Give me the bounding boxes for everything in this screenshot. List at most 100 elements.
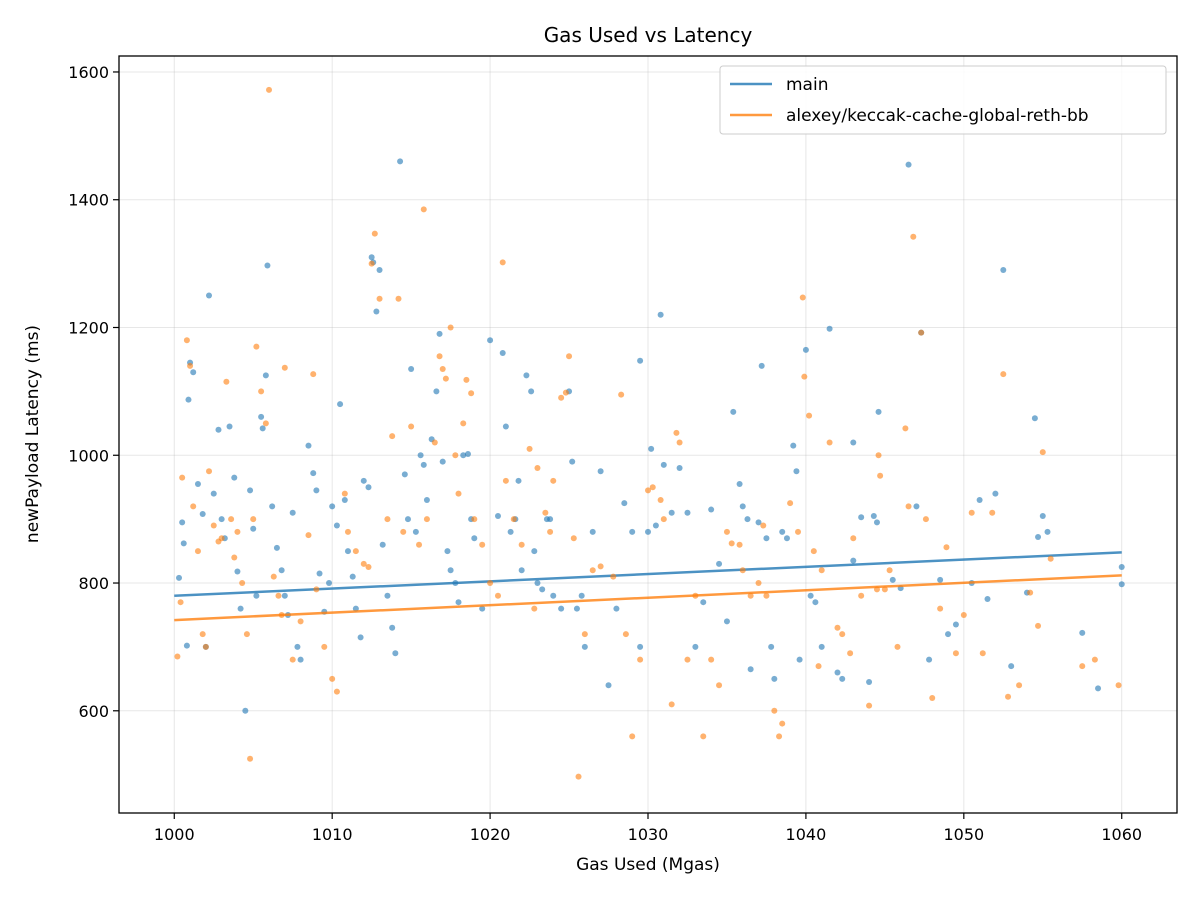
data-point <box>258 413 265 420</box>
data-point <box>365 484 372 491</box>
data-point <box>708 656 715 663</box>
data-point <box>1000 267 1007 274</box>
data-point <box>384 592 391 599</box>
data-point <box>850 557 857 564</box>
data-point <box>389 624 396 631</box>
data-point <box>337 401 344 408</box>
data-point <box>886 567 893 574</box>
data-point <box>645 528 651 535</box>
data-point <box>976 496 983 503</box>
data-point <box>401 471 408 478</box>
data-point <box>629 733 636 740</box>
data-point <box>310 371 317 378</box>
data-point <box>179 519 186 526</box>
data-point <box>637 656 644 663</box>
data-point <box>352 548 359 555</box>
data-point <box>793 468 800 475</box>
data-point <box>269 503 276 510</box>
data-point <box>952 621 959 628</box>
data-point <box>333 688 340 695</box>
data-point <box>502 477 509 484</box>
data-point <box>575 773 582 780</box>
data-point <box>550 592 557 599</box>
data-point <box>979 650 986 657</box>
data-point <box>668 509 675 516</box>
data-point <box>218 516 225 523</box>
trend-line <box>174 551 1122 598</box>
data-point <box>547 528 554 535</box>
data-point <box>799 294 806 301</box>
data-point <box>818 643 825 650</box>
data-point <box>779 528 786 535</box>
data-point <box>376 267 383 274</box>
data-point <box>637 643 644 650</box>
data-point <box>984 595 991 602</box>
data-point <box>464 450 471 457</box>
data-point <box>447 324 454 331</box>
data-point <box>1044 528 1051 535</box>
data-point <box>657 496 664 503</box>
data-point <box>194 481 201 488</box>
data-point <box>534 465 541 472</box>
data-point <box>297 656 304 663</box>
data-point <box>416 541 423 548</box>
data-point <box>926 656 933 663</box>
data-point <box>847 650 854 657</box>
x-tick-label: 1060 <box>1101 825 1142 844</box>
data-point <box>858 592 865 599</box>
data-point <box>270 573 277 580</box>
data-point <box>618 391 625 398</box>
data-point <box>502 423 509 430</box>
data-point <box>264 262 271 269</box>
x-tick-label: 1000 <box>154 825 195 844</box>
data-point <box>275 592 282 599</box>
data-point <box>660 461 667 468</box>
data-point <box>310 470 317 477</box>
data-point <box>237 605 244 612</box>
data-point <box>228 516 235 523</box>
data-point <box>417 452 424 459</box>
data-point <box>447 567 454 574</box>
data-point <box>210 522 217 529</box>
data-point <box>316 570 323 577</box>
data-point <box>929 695 936 702</box>
data-point <box>826 439 833 446</box>
data-point <box>297 618 304 625</box>
data-point <box>341 496 348 503</box>
data-point <box>866 702 873 709</box>
y-tick-label: 1600 <box>68 63 109 82</box>
data-point <box>875 452 882 459</box>
data-point <box>637 357 644 364</box>
x-axis-ticks: 1000 1010 1020 1030 1040 1050 1060 <box>154 813 1142 844</box>
data-point <box>242 707 249 714</box>
data-point <box>479 605 486 612</box>
data-point <box>534 580 541 587</box>
data-point <box>570 535 577 542</box>
series-1 <box>174 86 1122 780</box>
data-point <box>226 423 233 430</box>
data-point <box>676 439 683 446</box>
data-point <box>247 487 254 494</box>
data-point <box>412 528 419 535</box>
data-point <box>400 528 407 535</box>
y-tick-label: 600 <box>78 702 109 721</box>
data-point <box>723 618 730 625</box>
data-point <box>344 528 351 535</box>
data-point <box>989 509 996 516</box>
data-point <box>289 509 296 516</box>
data-point <box>1000 371 1007 378</box>
data-point <box>528 388 535 395</box>
data-point <box>787 500 794 507</box>
data-point <box>858 514 865 521</box>
data-point <box>558 394 565 401</box>
data-point <box>1035 622 1042 629</box>
data-point <box>581 631 588 638</box>
data-point <box>365 564 372 571</box>
data-point <box>937 605 944 612</box>
data-point <box>952 650 959 657</box>
data-point <box>763 535 770 542</box>
data-point <box>905 161 912 168</box>
data-point <box>187 362 194 369</box>
data-point <box>589 528 596 535</box>
data-point <box>673 429 680 436</box>
